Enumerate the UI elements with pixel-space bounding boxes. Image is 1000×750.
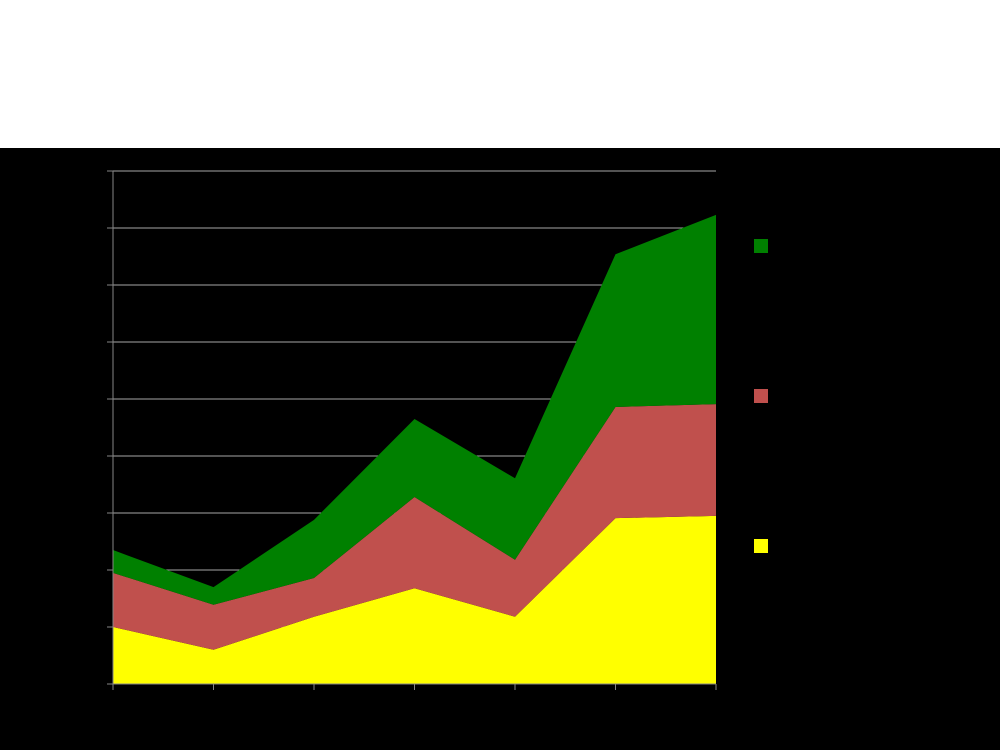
header-band [0, 0, 1000, 148]
legend-swatch [754, 389, 768, 403]
area [113, 515, 716, 684]
area [113, 404, 716, 650]
area [113, 214, 716, 605]
legend-swatch [754, 539, 768, 553]
legend-swatch [754, 239, 768, 253]
